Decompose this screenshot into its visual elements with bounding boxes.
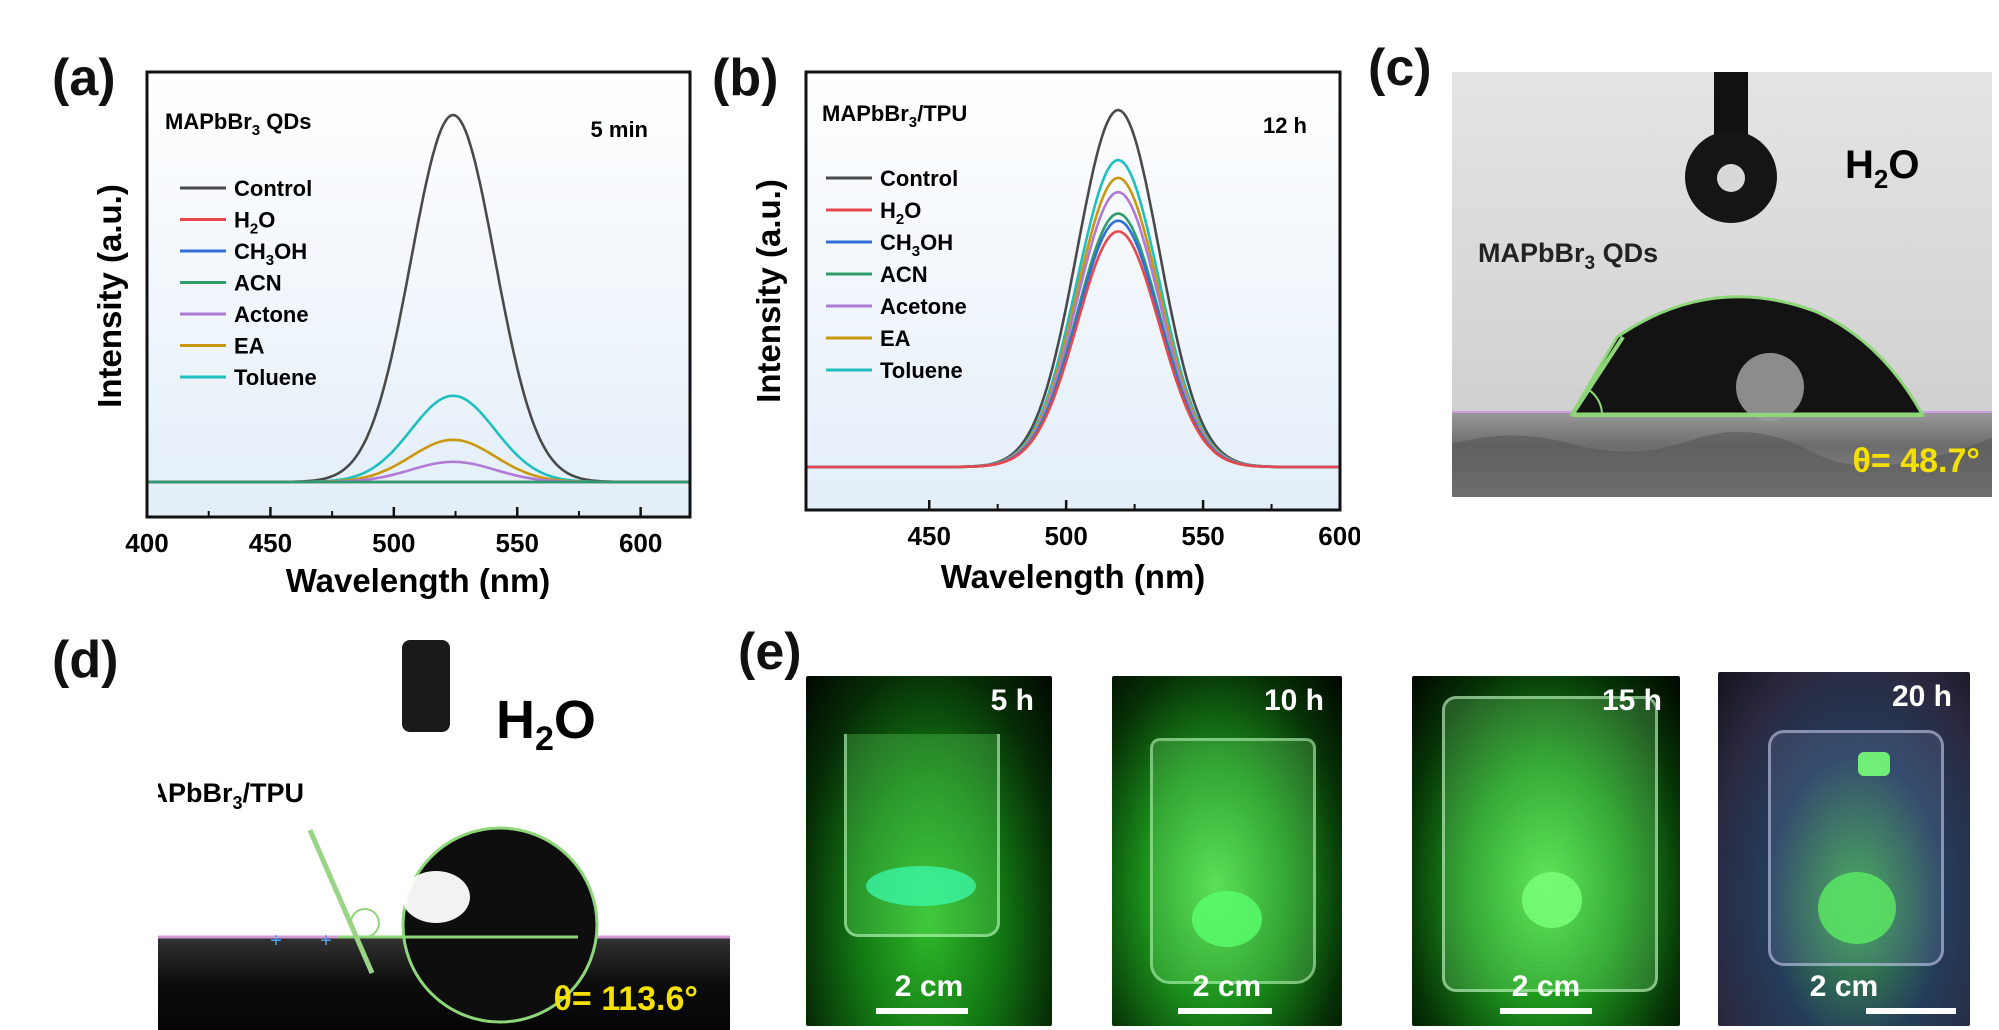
- x-tick-label: 600: [1318, 521, 1360, 551]
- legend-label: EA: [234, 334, 265, 359]
- scale-bar: [1500, 1008, 1592, 1014]
- photo-time-label: 15 h: [1601, 684, 1662, 717]
- legend-label: EA: [880, 326, 911, 351]
- chart-b-ylabel: Intensity (a.u.): [750, 179, 787, 403]
- legend-label: Actone: [234, 302, 309, 327]
- svg-text:+: +: [270, 930, 282, 952]
- sample-label-d: MAPbBr3/TPU: [158, 778, 304, 813]
- plot-area-b: [806, 72, 1340, 510]
- contact-angle-value-c: θ= 48.7°: [1853, 442, 1980, 480]
- scale-bar-label: 2 cm: [1192, 970, 1262, 1003]
- scale-bar: [1178, 1008, 1272, 1014]
- legend-label: Control: [234, 176, 312, 201]
- x-tick-label: 450: [249, 528, 292, 558]
- photo-20h: 20 h 2 cm: [1718, 672, 1970, 1026]
- x-tick-label: 550: [496, 528, 539, 558]
- scale-bar: [876, 1008, 968, 1014]
- legend-label: Acetone: [880, 294, 967, 319]
- photo-time-label: 10 h: [1263, 684, 1324, 717]
- legend-label: ACN: [880, 262, 928, 287]
- chart-a-xlabel: Wavelength (nm): [286, 562, 551, 599]
- photo-time-label: 20 h: [1891, 680, 1952, 713]
- panel-label-a: (a): [52, 49, 116, 107]
- legend-label: Toluene: [880, 358, 963, 383]
- legend-label: H2O: [880, 198, 921, 228]
- x-tick-label: 550: [1181, 521, 1224, 551]
- plot-frame-a: [145, 70, 692, 519]
- photo-5h: 5 h 2 cm: [806, 676, 1052, 1026]
- panel-label-d: (d): [52, 631, 119, 689]
- x-tick-label: 450: [908, 521, 951, 551]
- x-tick-label: 600: [619, 528, 662, 558]
- legend-label: ACN: [234, 271, 282, 296]
- scale-bar-label: 2 cm: [894, 970, 964, 1003]
- contact-angle-photo-c: H2O MAPbBr3 QDs θ= 48.7°: [1452, 72, 1992, 497]
- legend-label: CH3OH: [880, 230, 953, 260]
- chart-a-title: MAPbBr3 QDs: [165, 109, 311, 139]
- chart-b-time: 12 h: [1263, 113, 1307, 138]
- x-tick-label: 500: [372, 528, 415, 558]
- svg-text:+: +: [320, 930, 332, 952]
- legend-label: Toluene: [234, 365, 317, 390]
- photo-time-label: 5 h: [990, 684, 1034, 717]
- photo-10h: 10 h 2 cm: [1112, 676, 1342, 1026]
- contact-angle-value-d: θ= 113.6°: [554, 980, 698, 1018]
- panel-label-b: (b): [712, 49, 779, 107]
- series-line-h2o: [806, 230, 1340, 469]
- panel-label-c: (c): [1368, 39, 1432, 97]
- scale-bar-label: 2 cm: [1511, 970, 1581, 1003]
- sessile-drop: [1569, 295, 1925, 416]
- tangent-line: [1570, 335, 1625, 417]
- tangent-line-d: [307, 829, 375, 974]
- photo-15h: 15 h 2 cm: [1412, 676, 1680, 1026]
- chart-a-ylabel: Intensity (a.u.): [91, 184, 128, 408]
- chart-a-time: 5 min: [591, 117, 648, 142]
- scale-bar-label: 2 cm: [1809, 970, 1879, 1003]
- contact-angle-photo-d: + + H2O MAPbBr3/TPU θ= 113.6°: [158, 625, 730, 1030]
- chart-b-xlabel: Wavelength (nm): [941, 558, 1206, 595]
- legend-label: H2O: [234, 208, 275, 238]
- chart-b: 450 500 550 600 MAPbBr3/TPU 12 h Control H2O…: [750, 70, 1360, 595]
- plot-area-a: [147, 72, 690, 517]
- x-tick-label: 500: [1044, 521, 1087, 551]
- x-tick-label: 400: [125, 528, 168, 558]
- plot-frame-b: [804, 70, 1342, 512]
- liquid-label-c: H2O: [1845, 143, 1919, 194]
- panel-label-e: (e): [738, 623, 802, 681]
- chart-a: 400 450 500 550 600 MAPbBr3 QDs 5 min Contro…: [91, 70, 692, 599]
- chart-b-title: MAPbBr3/TPU: [822, 101, 967, 131]
- liquid-label-d: H2O: [496, 690, 596, 758]
- sample-label-c: MAPbBr3 QDs: [1478, 238, 1658, 274]
- scale-bar: [1866, 1008, 1956, 1014]
- dispensing-needle: [1714, 72, 1748, 142]
- dispensing-needle-d: [402, 640, 450, 732]
- legend-label: CH3OH: [234, 239, 307, 269]
- legend-label: Control: [880, 166, 958, 191]
